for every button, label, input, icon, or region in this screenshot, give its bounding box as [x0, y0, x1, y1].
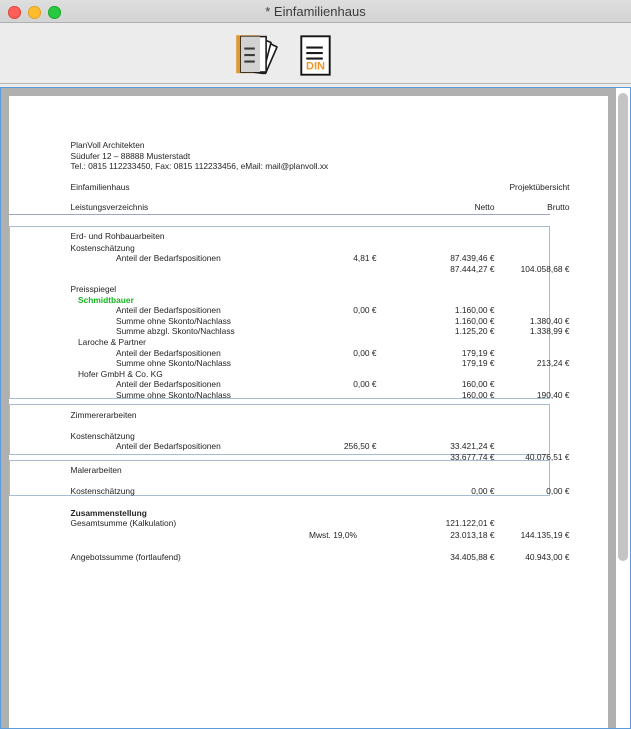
svg-text:DIN: DIN	[306, 61, 325, 73]
